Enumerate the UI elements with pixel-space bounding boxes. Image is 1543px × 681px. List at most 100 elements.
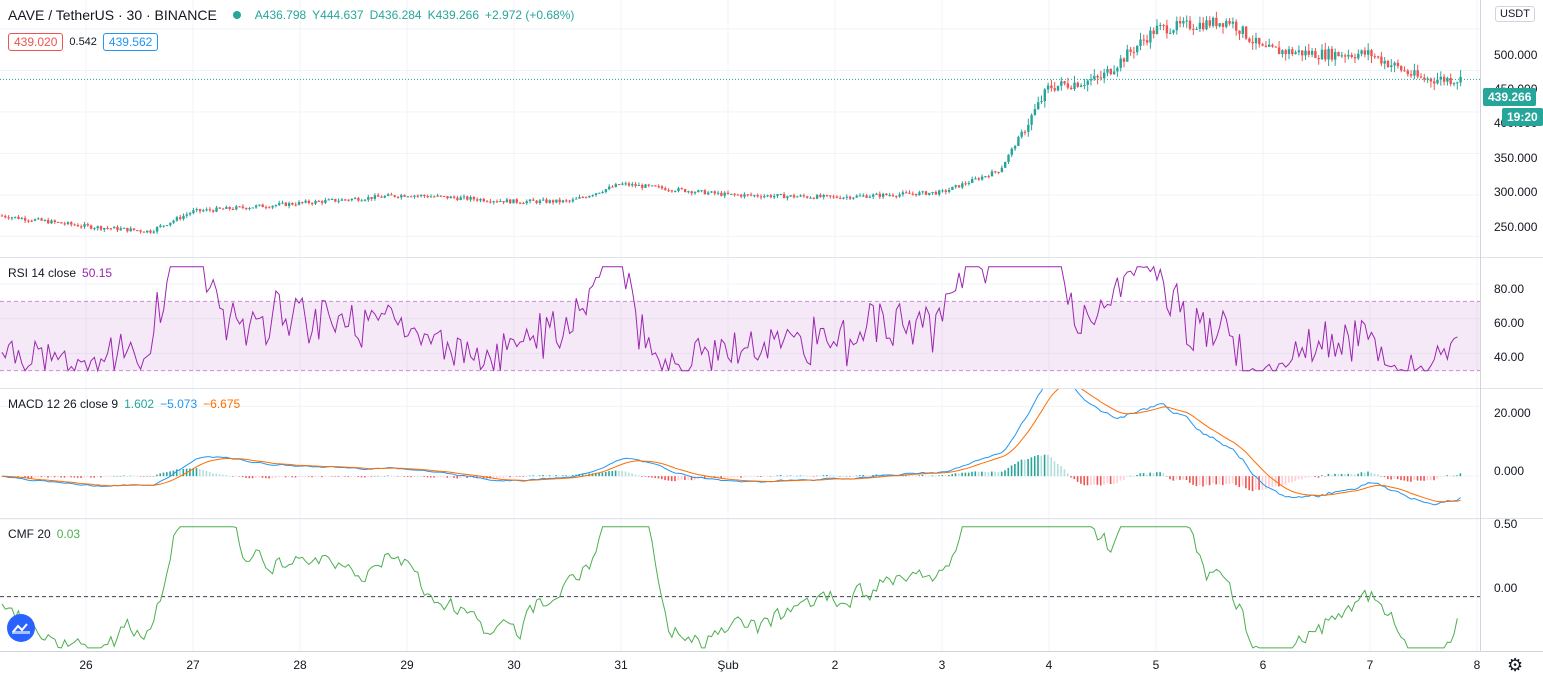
candle-body: [466, 196, 469, 200]
macd-title[interactable]: MACD 12 26 close 9: [8, 397, 119, 411]
candle-body: [221, 208, 225, 210]
candle-body: [947, 189, 951, 192]
rsi-pane[interactable]: [0, 258, 1480, 388]
candle-body: [693, 192, 697, 194]
rsi-axis-label: 60.00: [1494, 316, 1525, 330]
cmf-chart[interactable]: [0, 519, 1480, 651]
candle-body: [390, 194, 393, 196]
macd-pane[interactable]: [0, 389, 1480, 518]
time-label: 27: [186, 658, 200, 672]
candle-body: [532, 199, 535, 201]
candle-body: [997, 171, 1000, 173]
macd-histogram-bar: [954, 473, 957, 477]
candle-body: [129, 228, 132, 232]
macd-histogram-bar: [1264, 476, 1267, 490]
rsi-line: [1, 265, 1458, 373]
macd-histogram-bar: [776, 475, 779, 477]
macd-histogram-bar: [1037, 455, 1039, 477]
candle-body: [33, 219, 37, 221]
cmf-pane[interactable]: [0, 519, 1480, 651]
candle-body: [363, 199, 367, 201]
candle-body: [149, 230, 152, 233]
macd-histogram-bar: [496, 476, 498, 479]
settings-gear-icon[interactable]: ⚙: [1507, 655, 1524, 676]
candle-body: [0, 215, 4, 217]
currency-button[interactable]: USDT: [1495, 6, 1535, 22]
macd-histogram-bar: [86, 476, 89, 477]
pane-divider[interactable]: [0, 257, 1543, 258]
candle-body: [287, 203, 291, 206]
macd-histogram-bar: [291, 476, 293, 478]
candle-body: [855, 195, 858, 198]
macd-histogram-bar: [459, 476, 462, 479]
ohlc-close: K439.266: [427, 8, 479, 22]
candle-body: [1357, 53, 1360, 59]
price-pane[interactable]: [0, 0, 1480, 257]
candle-body: [1390, 65, 1393, 68]
rsi-band: [0, 301, 1480, 371]
cmf-title[interactable]: CMF 20: [8, 527, 51, 541]
macd-histogram-bar: [525, 476, 528, 477]
candle-body: [1149, 30, 1152, 43]
macd-histogram-bar: [119, 475, 122, 477]
candle-body: [928, 192, 931, 195]
tradingview-logo[interactable]: [7, 614, 35, 642]
candle-body: [1073, 82, 1076, 90]
macd-histogram-bar: [70, 476, 72, 478]
macd-chart[interactable]: [0, 389, 1480, 518]
macd-histogram-bar: [571, 475, 574, 477]
macd-histogram-bar: [1050, 457, 1052, 477]
macd-histogram-bar: [842, 476, 845, 477]
candle-body: [502, 201, 505, 203]
candle-body: [565, 200, 568, 202]
macd-histogram-bar: [1317, 476, 1320, 478]
macd-histogram-bar: [43, 476, 46, 477]
macd-histogram-bar: [426, 476, 429, 478]
macd-histogram-bar: [393, 476, 396, 477]
macd-histogram-bar: [1347, 473, 1349, 477]
candle-body: [1106, 69, 1109, 73]
price-chart[interactable]: [0, 0, 1480, 257]
macd-histogram-bar: [212, 473, 214, 477]
macd-histogram-bar: [545, 475, 548, 477]
price-axis[interactable]: [1480, 0, 1543, 651]
time-axis[interactable]: 26 27 28 29 30 31 Şub 2 3 4 5 6 7 8: [0, 651, 1543, 681]
rsi-chart[interactable]: [0, 258, 1480, 388]
candle-body: [208, 209, 212, 211]
candle-body: [763, 196, 766, 198]
macd-histogram-bar: [509, 476, 511, 478]
candle-body: [1142, 39, 1145, 41]
bid-price-button[interactable]: 439.020: [8, 33, 64, 51]
candle-body: [248, 208, 251, 210]
macd-histogram-bar: [311, 476, 313, 478]
candle-body: [476, 199, 479, 201]
candle-body: [1198, 22, 1202, 29]
candle-body: [344, 199, 347, 201]
candle-body: [443, 195, 446, 197]
candle-body: [971, 178, 974, 183]
candle-body: [1343, 55, 1347, 57]
macd-histogram-bar: [142, 476, 145, 477]
macd-histogram-bar: [106, 476, 109, 477]
macd-histogram-bar: [1004, 470, 1006, 477]
macd-line-value: −5.073: [160, 397, 198, 411]
candle-body: [1023, 131, 1027, 133]
macd-histogram-bar: [1099, 476, 1102, 486]
candle-body: [311, 203, 314, 205]
macd-histogram-bar: [1103, 476, 1105, 485]
rsi-title[interactable]: RSI 14 close: [8, 266, 77, 280]
macd-histogram-bar: [598, 472, 600, 477]
macd-histogram-bar: [1380, 476, 1382, 477]
candle-body: [76, 225, 80, 227]
ask-price-button[interactable]: 439.562: [102, 33, 159, 51]
macd-histogram-bar: [1198, 476, 1201, 486]
candle-body: [152, 231, 155, 233]
symbol-title[interactable]: AAVE / TetherUS · 30 · BINANCE: [8, 7, 217, 23]
candle-body: [14, 216, 17, 218]
candle-body: [433, 196, 436, 198]
pane-divider[interactable]: [0, 388, 1543, 389]
candle-body: [822, 195, 825, 198]
candle-body: [109, 228, 113, 230]
macd-histogram-bar: [63, 476, 66, 478]
macd-histogram-bar: [644, 476, 647, 477]
